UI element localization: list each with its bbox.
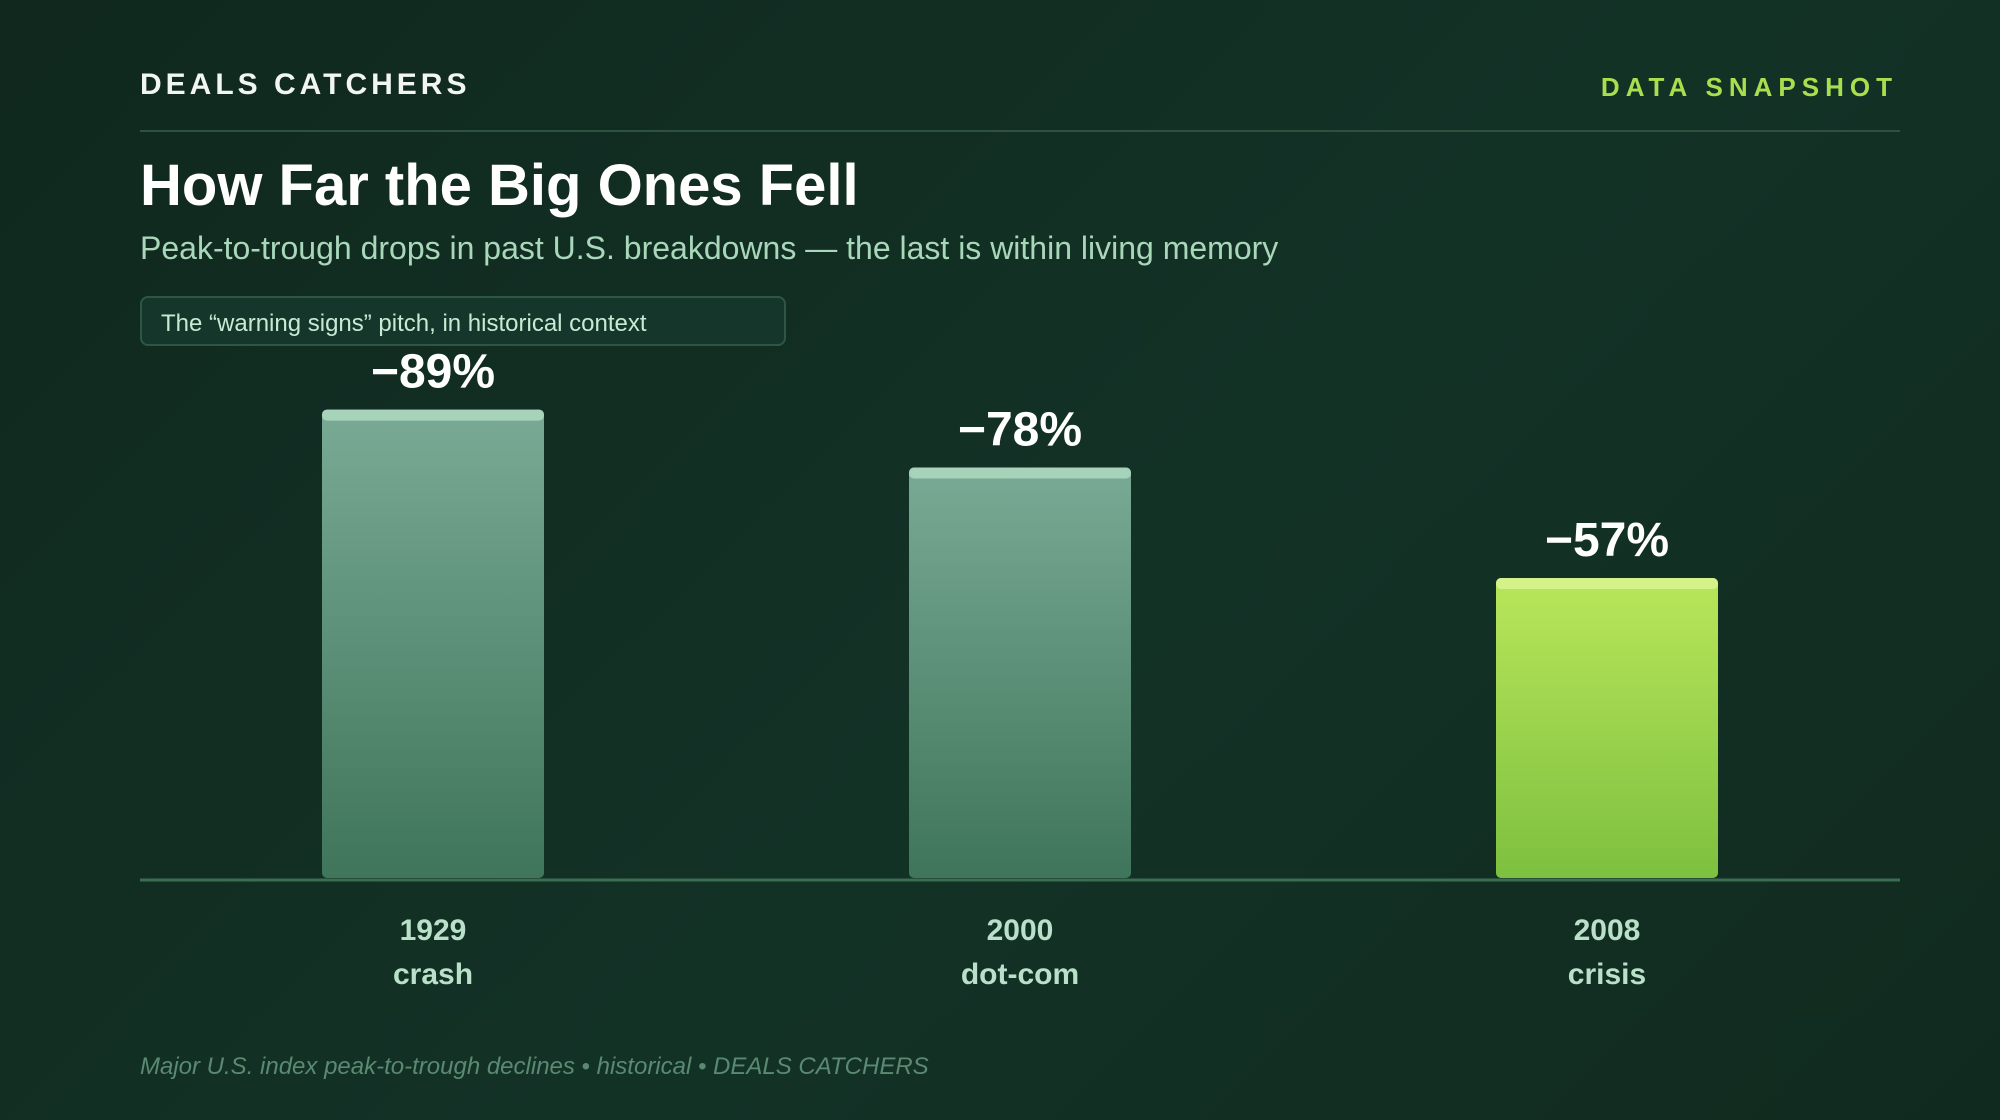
value-label-2000: −78% xyxy=(958,403,1082,456)
bar-2000 xyxy=(909,467,1131,878)
bar-2008 xyxy=(1496,578,1718,878)
footer-source: Major U.S. index peak-to-trough declines… xyxy=(140,1053,929,1080)
bar-cap-2008 xyxy=(1496,578,1718,590)
bar-cap-1929 xyxy=(322,409,544,421)
category-year-label: 1929 xyxy=(400,914,467,947)
category-name-label: crash xyxy=(393,958,473,991)
bars-group: −89% 1929 crash −78% 2000 dot-com −57% 2008 cris… xyxy=(322,346,1718,991)
chart-title: How Far the Big Ones Fell xyxy=(140,153,859,218)
value-label-1929: −89% xyxy=(371,346,495,399)
data-snapshot-tag: DATA SNAPSHOT xyxy=(1600,72,1898,102)
category-name-label: dot-com xyxy=(961,958,1079,991)
category-year-label: 2008 xyxy=(1574,914,1641,947)
context-callout: The “warning signs” pitch, in historical… xyxy=(140,296,786,346)
chart-subtitle: Peak-to-trough drops in past U.S. breakd… xyxy=(140,230,1279,266)
bar-1929 xyxy=(322,409,544,878)
category-name-label: crisis xyxy=(1568,958,1646,991)
bar-cap-2000 xyxy=(909,467,1131,479)
brand-name: DEALS CATCHERS xyxy=(140,68,471,101)
category-year-label: 2000 xyxy=(987,914,1054,947)
value-label-2008: −57% xyxy=(1545,514,1669,567)
header-divider xyxy=(140,130,1900,132)
